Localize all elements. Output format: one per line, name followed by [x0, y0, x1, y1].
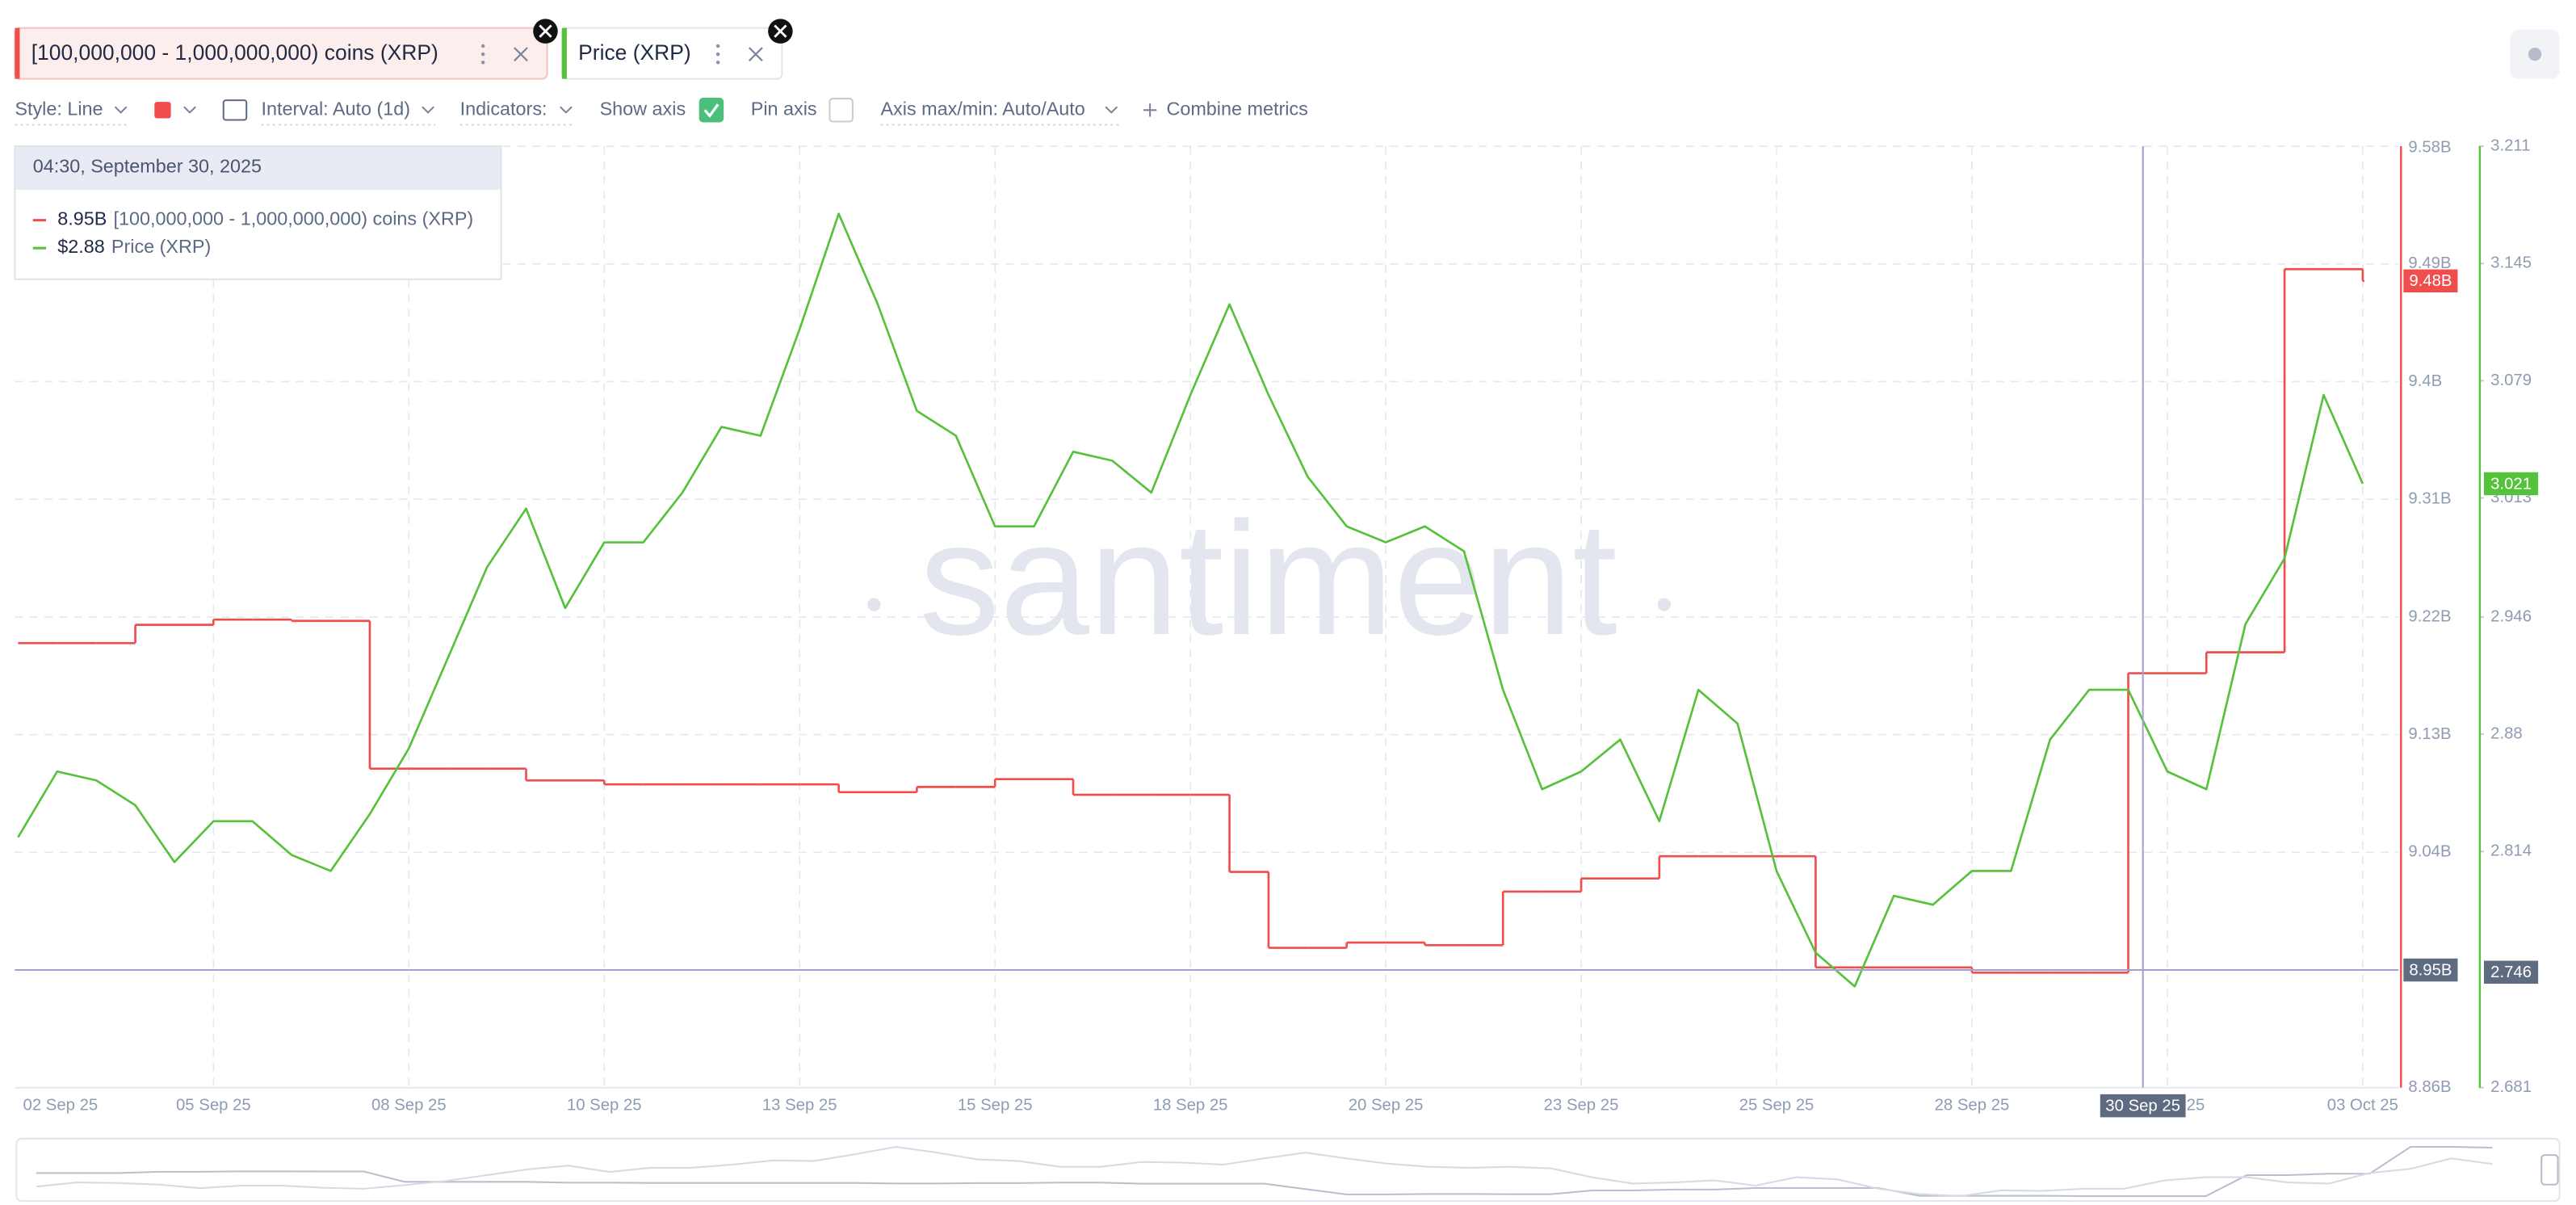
checkbox-box [699, 98, 724, 123]
axis-minmax-select[interactable]: Axis max/min: Auto/Auto [880, 98, 1085, 119]
x-tick-label: 13 Sep 25 [762, 1096, 837, 1114]
tooltip: 04:30, September 30, 2025 8.95B [100,000,… [14, 145, 502, 280]
watermark: santiment [867, 489, 1672, 669]
y2-tick-label: 2.88 [2490, 724, 2523, 742]
y2-tick-label: 3.211 [2490, 136, 2530, 154]
tooltip-row: $2.88 Price (XRP) [57, 236, 211, 257]
x-tick-label: 18 Sep 25 [1153, 1096, 1228, 1114]
calendar-icon [222, 99, 248, 121]
x-tick-label: 20 Sep 25 [1349, 1096, 1424, 1114]
y2-tick-label: 2.814 [2490, 842, 2532, 860]
x-tick-label: 15 Sep 25 [958, 1096, 1033, 1114]
y2-tick-label: 3.145 [2490, 254, 2532, 272]
tab-label: Price (XRP) [578, 40, 691, 65]
interval-select[interactable]: Interval: Auto (1d) [262, 98, 411, 119]
combine-metrics[interactable]: Combine metrics [1166, 98, 1307, 119]
show-axis-checkbox[interactable] [699, 98, 724, 123]
menu-icon[interactable] [480, 44, 485, 65]
crosshair-x-label: 30 Sep 25 [2105, 1098, 2180, 1115]
tooltip-row: 8.95B [100,000,000 - 1,000,000,000) coins… [57, 208, 473, 229]
y-tick-label: 9.58B [2408, 138, 2451, 156]
remove-icon[interactable] [514, 47, 528, 62]
tooltip-series: Price (XRP) [111, 236, 211, 257]
color-select[interactable] [154, 102, 171, 119]
x-tick-label: 28 Sep 25 [1935, 1096, 2010, 1114]
crosshair-y-label: 8.95B [2409, 961, 2452, 979]
y-tick-label: 9.31B [2408, 490, 2451, 508]
plot [17, 212, 2364, 988]
checkmark [703, 103, 720, 119]
tooltip-value: $2.88 [57, 236, 104, 257]
menu-icon[interactable] [715, 44, 720, 65]
y-tick-label: 9.22B [2408, 607, 2451, 625]
navigator-line [36, 1145, 2493, 1198]
x-tick-label: 02 Sep 25 [23, 1096, 99, 1114]
crosshair-y2-label: 2.746 [2490, 964, 2532, 981]
y-tick-label: 9.04B [2408, 843, 2451, 861]
toolbar: Style: Line Interval: Auto (1d) Indicato… [15, 98, 1308, 126]
overlay: 9.48B 3.021 30 Sep 25 8.95B 2.746 [15, 146, 2539, 1118]
close-button[interactable] [533, 19, 558, 44]
last-value-badge [2403, 269, 2458, 293]
x-tick-label: 03 Oct 25 [2327, 1096, 2398, 1114]
navigator-lines [36, 1145, 2493, 1198]
pin-axis-label: Pin axis [751, 98, 817, 119]
x-tick-label: 23 Sep 25 [1544, 1096, 1619, 1114]
series-line [17, 212, 2364, 988]
tooltip-value: 8.95B [57, 208, 107, 229]
x-tick-label: 25 Sep 25 [1739, 1096, 1815, 1114]
last-value-label: 3.021 [2490, 475, 2532, 493]
options-button[interactable] [2510, 29, 2560, 79]
tooltip-series: [100,000,000 - 1,000,000,000) coins (XRP… [113, 208, 473, 229]
metric-tab[interactable]: [100,000,000 - 1,000,000,000) coins (XRP… [14, 27, 548, 80]
navigator-handle[interactable] [2540, 1154, 2559, 1186]
indicators-select[interactable]: Indicators: [460, 98, 548, 119]
x-tick-label: 05 Sep 25 [176, 1096, 251, 1114]
x-tick-label: 10 Sep 25 [567, 1096, 642, 1114]
crosshair-x-badge [2100, 1094, 2186, 1118]
navigator-line [36, 1145, 2493, 1198]
plus-icon [1143, 103, 1157, 117]
navigator[interactable] [15, 1137, 2561, 1203]
y2-tick-label: 3.079 [2490, 372, 2532, 389]
show-axis-label: Show axis [600, 98, 686, 119]
y-tick-label: 8.86B [2408, 1078, 2451, 1096]
tooltip-header [15, 147, 501, 190]
crosshair-y-badge [2403, 958, 2458, 982]
style-select[interactable]: Style: Line [15, 98, 103, 119]
y-tick-label: 9.49B [2408, 254, 2451, 272]
watermark-text: santiment [919, 489, 1617, 669]
tab-color [561, 27, 567, 79]
y-tick-label: 9.4B [2408, 372, 2442, 390]
last-value-badge [2484, 472, 2539, 496]
last-value-label: 9.48B [2409, 272, 2452, 290]
checkbox-box [829, 98, 854, 123]
crosshair-y2-badge [2484, 960, 2539, 985]
y2-tick-label: 2.946 [2490, 607, 2532, 625]
tab-color [15, 27, 20, 79]
close-button[interactable] [768, 19, 793, 44]
tooltip-title: 04:30, September 30, 2025 [33, 156, 262, 177]
y2-tick-label: 2.681 [2490, 1078, 2532, 1096]
x-tick-label: 08 Sep 25 [371, 1096, 447, 1114]
metric-tab[interactable]: Price (XRP) [560, 27, 783, 80]
pin-axis-checkbox[interactable] [829, 98, 854, 123]
remove-icon[interactable] [748, 47, 763, 62]
tab-label: [100,000,000 - 1,000,000,000) coins (XRP… [31, 40, 438, 65]
y-tick-label: 9.13B [2408, 725, 2451, 743]
